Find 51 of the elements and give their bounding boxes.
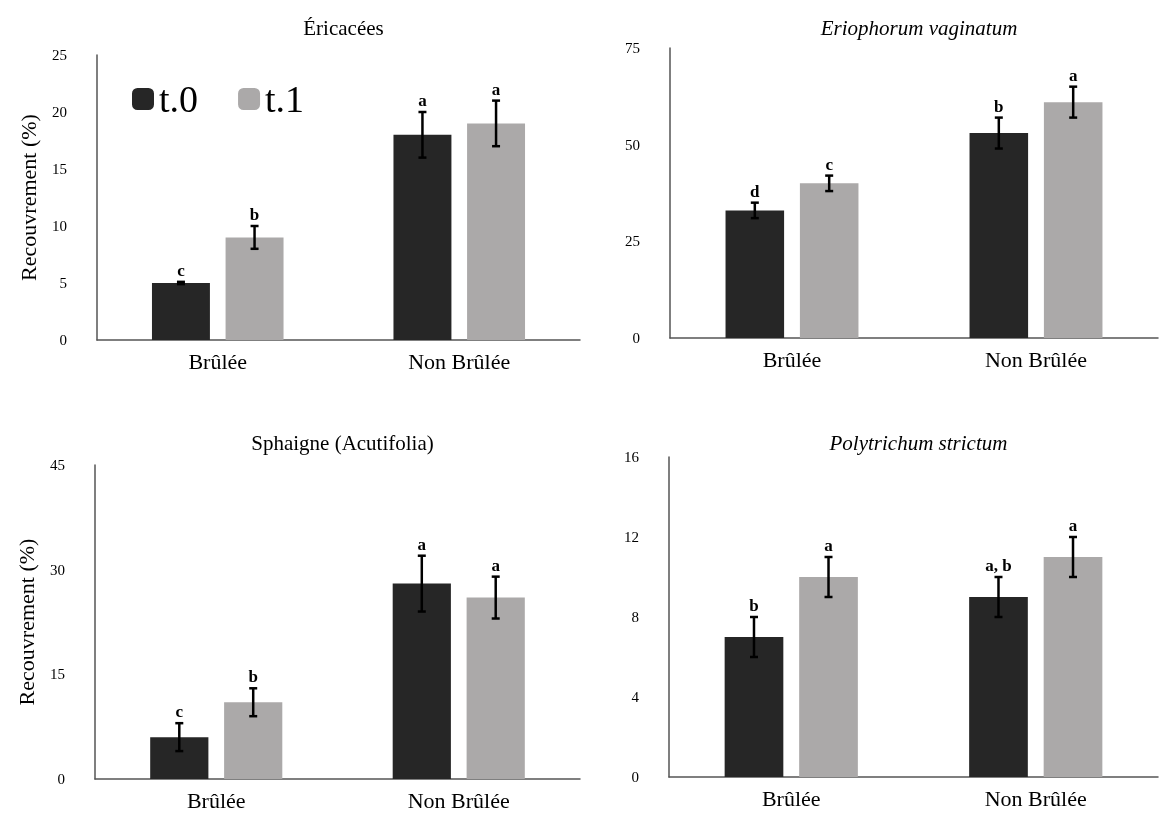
y-tick-label: 4 <box>631 689 640 705</box>
chart-title: Polytrichum strictum <box>828 430 1008 455</box>
data-label: b <box>248 667 258 687</box>
data-label: a <box>824 536 834 555</box>
legend-label: t.0 <box>159 78 199 120</box>
y-tick-label: 0 <box>59 332 67 348</box>
y-tick-label: 0 <box>631 769 639 785</box>
y-tick-label: 16 <box>624 449 640 465</box>
data-label: a <box>418 91 428 110</box>
x-tick-label: Non Brûlée <box>408 348 511 374</box>
data-label: b <box>249 205 260 224</box>
data-label: c <box>825 154 834 174</box>
y-tick-label: 25 <box>625 233 640 250</box>
y-tick-label: 5 <box>59 275 67 291</box>
data-label: a <box>491 555 501 575</box>
data-label: c <box>177 260 186 280</box>
y-tick-label: 0 <box>57 771 65 787</box>
legend-label: t.1 <box>265 78 305 120</box>
y-tick-label: 45 <box>50 457 65 473</box>
data-label: c <box>175 702 184 722</box>
y-tick-label: 30 <box>50 561 65 578</box>
y-tick-label: 12 <box>624 529 639 545</box>
y-axis-title: Recouvrement (%) <box>13 538 39 706</box>
x-tick-label: Brûlée <box>188 348 248 374</box>
y-tick-label: 25 <box>52 47 67 63</box>
data-label: b <box>994 96 1004 116</box>
x-tick-label: Non Brûlée <box>984 346 1088 372</box>
x-tick-label: Non Brûlée <box>407 787 510 813</box>
x-tick-label: Brûlée <box>186 787 246 813</box>
data-label: d <box>750 181 761 201</box>
y-axis-title: Recouvrement (%) <box>15 114 41 281</box>
chart-title: Eriophorum vaginatum <box>819 15 1018 40</box>
data-label: a, b <box>985 556 1012 575</box>
y-tick-label: 8 <box>631 609 639 625</box>
y-tick-label: 0 <box>632 330 640 346</box>
data-label: a <box>1068 516 1078 535</box>
y-tick-label: 15 <box>50 666 65 683</box>
x-tick-label: Brûlée <box>762 346 822 372</box>
x-tick-label: Brûlée <box>761 785 821 811</box>
y-tick-label: 15 <box>52 161 67 177</box>
data-label: b <box>749 596 759 615</box>
data-label: a <box>491 79 501 99</box>
y-tick-label: 50 <box>625 136 640 153</box>
y-tick-label: 20 <box>52 104 67 120</box>
y-tick-label: 10 <box>52 218 67 234</box>
chart-title: Éricacées <box>303 15 384 40</box>
y-tick-label: 75 <box>625 40 640 56</box>
chart-title: Sphaigne (Acutifolia) <box>251 430 434 455</box>
data-label: a <box>417 534 427 554</box>
x-tick-label: Non Brûlée <box>984 785 1087 811</box>
data-label: a <box>1068 65 1078 85</box>
